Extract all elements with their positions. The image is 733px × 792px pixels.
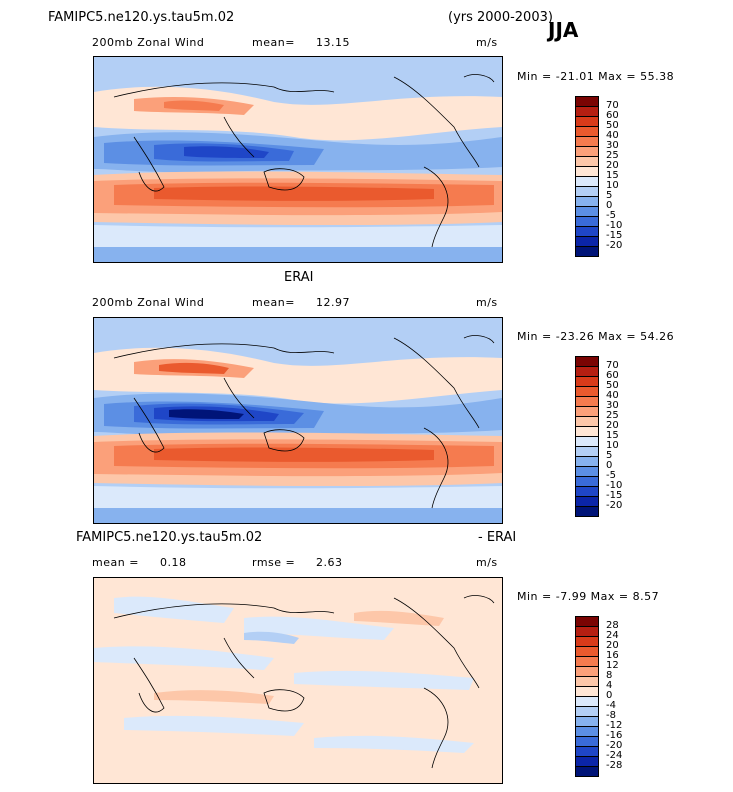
panel2-mean-label: mean= bbox=[252, 296, 295, 309]
colorbar-tick: 15 bbox=[606, 430, 619, 441]
panel2-minmax: Min = -23.26 Max = 54.26 bbox=[517, 330, 675, 343]
panel1-mean-value: 13.15 bbox=[316, 36, 350, 49]
colorbar-tick: 0 bbox=[606, 200, 613, 211]
panel3-map bbox=[93, 577, 503, 784]
colorbar-tick: 4 bbox=[606, 680, 613, 691]
colorbar-tick: 60 bbox=[606, 370, 619, 381]
panel2-units: m/s bbox=[476, 296, 498, 309]
colorbar-tick: 30 bbox=[606, 400, 619, 411]
season-label: JJA bbox=[548, 18, 579, 42]
colorbar-tick: -5 bbox=[606, 470, 616, 481]
colorbar-tick: -15 bbox=[606, 490, 623, 501]
colorbar-tick: 20 bbox=[606, 420, 619, 431]
panel1-map bbox=[93, 56, 503, 263]
colorbar-tick: 50 bbox=[606, 120, 619, 131]
panel2-map bbox=[93, 317, 503, 524]
colorbar-tick: 12 bbox=[606, 660, 619, 671]
colorbar-tick: 15 bbox=[606, 170, 619, 181]
colorbar-tick: -16 bbox=[606, 730, 623, 741]
colorbar-tick: -12 bbox=[606, 720, 623, 731]
colorbar-tick: 5 bbox=[606, 190, 613, 201]
colorbar-tick: -5 bbox=[606, 210, 616, 221]
colorbar-tick: 28 bbox=[606, 620, 619, 631]
colorbar-tick: 0 bbox=[606, 690, 613, 701]
colorbar-tick: -20 bbox=[606, 240, 623, 251]
colorbar-tick: -24 bbox=[606, 750, 623, 761]
colorbar-tick: 25 bbox=[606, 150, 619, 161]
colorbar-tick: -28 bbox=[606, 760, 623, 771]
colorbar-tick: 20 bbox=[606, 160, 619, 171]
panel2-title: ERAI bbox=[284, 270, 314, 285]
panel3-units: m/s bbox=[476, 556, 498, 569]
colorbar-tick: -20 bbox=[606, 740, 623, 751]
colorbar-tick: 25 bbox=[606, 410, 619, 421]
colorbar-tick: 40 bbox=[606, 130, 619, 141]
panel3-mean-label: mean = bbox=[92, 556, 139, 569]
panel3-minmax: Min = -7.99 Max = 8.57 bbox=[517, 590, 660, 603]
years-label: (yrs 2000-2003) bbox=[448, 10, 553, 25]
colorbar-tick: -10 bbox=[606, 220, 623, 231]
panel1-variable-label: 200mb Zonal Wind bbox=[92, 36, 205, 49]
panel3-rmse-label: rmse = bbox=[252, 556, 296, 569]
colorbar-tick: 24 bbox=[606, 630, 619, 641]
colorbar-tick: 10 bbox=[606, 440, 619, 451]
colorbar-tick: 30 bbox=[606, 140, 619, 151]
colorbar-tick: -8 bbox=[606, 710, 616, 721]
colorbar-tick: 60 bbox=[606, 110, 619, 121]
panel2-colorbar bbox=[575, 356, 599, 517]
run-title: FAMIPC5.ne120.ys.tau5m.02 bbox=[48, 10, 235, 25]
colorbar-tick: -4 bbox=[606, 700, 616, 711]
panel2-mean-value: 12.97 bbox=[316, 296, 350, 309]
colorbar-tick: 5 bbox=[606, 450, 613, 461]
panel3-colorbar bbox=[575, 616, 599, 777]
colorbar-tick: -15 bbox=[606, 230, 623, 241]
colorbar-tick: 70 bbox=[606, 100, 619, 111]
colorbar-tick: 50 bbox=[606, 380, 619, 391]
colorbar-tick: -10 bbox=[606, 480, 623, 491]
colorbar-tick: 20 bbox=[606, 640, 619, 651]
panel3-title-left: FAMIPC5.ne120.ys.tau5m.02 bbox=[76, 530, 263, 545]
panel1-units: m/s bbox=[476, 36, 498, 49]
panel3-rmse-value: 2.63 bbox=[316, 556, 343, 569]
colorbar-tick: 10 bbox=[606, 180, 619, 191]
panel2-variable-label: 200mb Zonal Wind bbox=[92, 296, 205, 309]
colorbar-tick: 0 bbox=[606, 460, 613, 471]
colorbar-tick: 70 bbox=[606, 360, 619, 371]
panel1-minmax: Min = -21.01 Max = 55.38 bbox=[517, 70, 675, 83]
colorbar-tick: -20 bbox=[606, 500, 623, 511]
panel1-colorbar bbox=[575, 96, 599, 257]
panel1-mean-label: mean= bbox=[252, 36, 295, 49]
colorbar-tick: 16 bbox=[606, 650, 619, 661]
colorbar-tick: 40 bbox=[606, 390, 619, 401]
panel3-mean-value: 0.18 bbox=[160, 556, 187, 569]
colorbar-tick: 8 bbox=[606, 670, 613, 681]
panel3-title-right: - ERAI bbox=[478, 530, 517, 545]
